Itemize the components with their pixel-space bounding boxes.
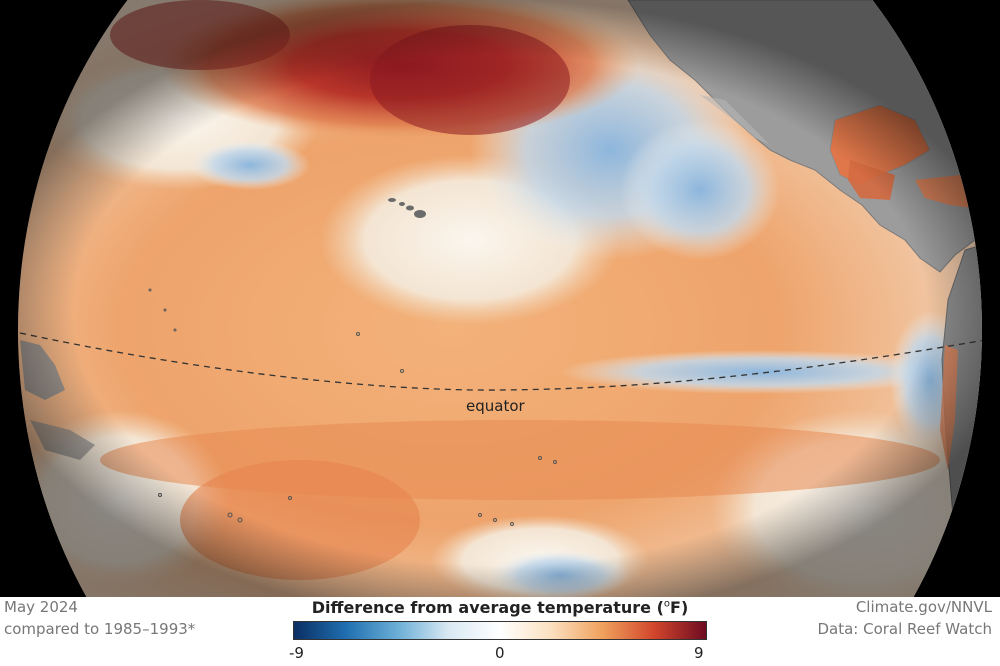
- legend-mid-label: 0: [495, 644, 505, 662]
- data-source: Data: Coral Reef Watch: [817, 620, 992, 638]
- legend-title: Difference from average temperature (oF): [311, 598, 689, 617]
- equator-label: equator: [466, 397, 526, 415]
- temperature-colorbar: [293, 621, 707, 640]
- credit: Climate.gov/NNVL: [855, 598, 992, 616]
- legend-footer: May 2024 compared to 1985–1993* Differen…: [0, 597, 1000, 666]
- globe: [18, 0, 982, 597]
- baseline-period: compared to 1985–1993*: [4, 620, 196, 638]
- legend-max-label: 9: [694, 644, 704, 662]
- legend-min-label: -9: [289, 644, 304, 662]
- map-date: May 2024: [4, 598, 78, 616]
- ocean-temperature-map: equator: [18, 0, 982, 597]
